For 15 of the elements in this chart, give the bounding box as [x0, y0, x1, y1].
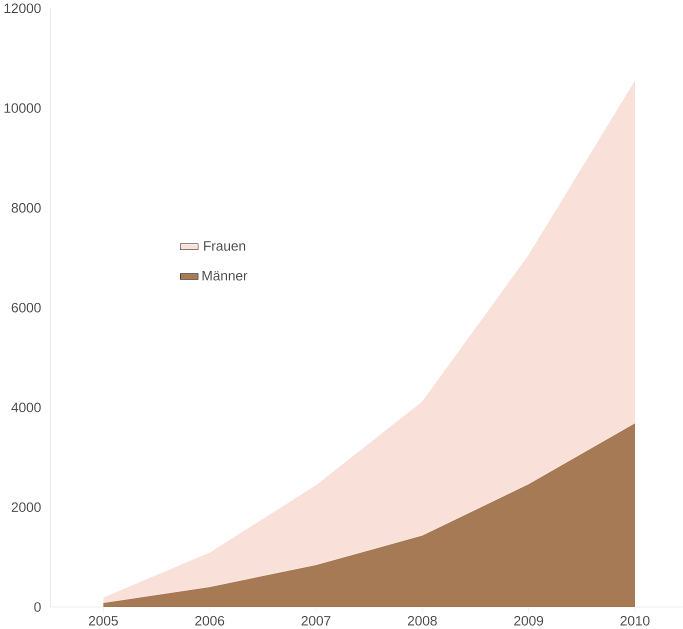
legend-label: Frauen [204, 241, 246, 251]
y-tick-label: 2000 [12, 502, 41, 512]
y-tick-label: 12000 [4, 3, 41, 14]
x-tick-label: 2009 [514, 616, 544, 626]
x-tick-label: 2010 [620, 616, 650, 626]
y-tick-label: 8000 [12, 203, 41, 213]
x-tick-label: 2007 [302, 616, 330, 626]
x-tick-label: 2005 [88, 616, 118, 626]
y-tick-label: 6000 [12, 302, 41, 312]
x-tick-label: 2006 [195, 616, 224, 626]
y-tick-label: 10000 [4, 103, 41, 113]
x-tick-label: 2008 [408, 616, 437, 626]
y-tick-label: 0 [34, 602, 41, 612]
y-tick-label: 4000 [11, 402, 41, 412]
legend-label: Männer [202, 271, 248, 280]
